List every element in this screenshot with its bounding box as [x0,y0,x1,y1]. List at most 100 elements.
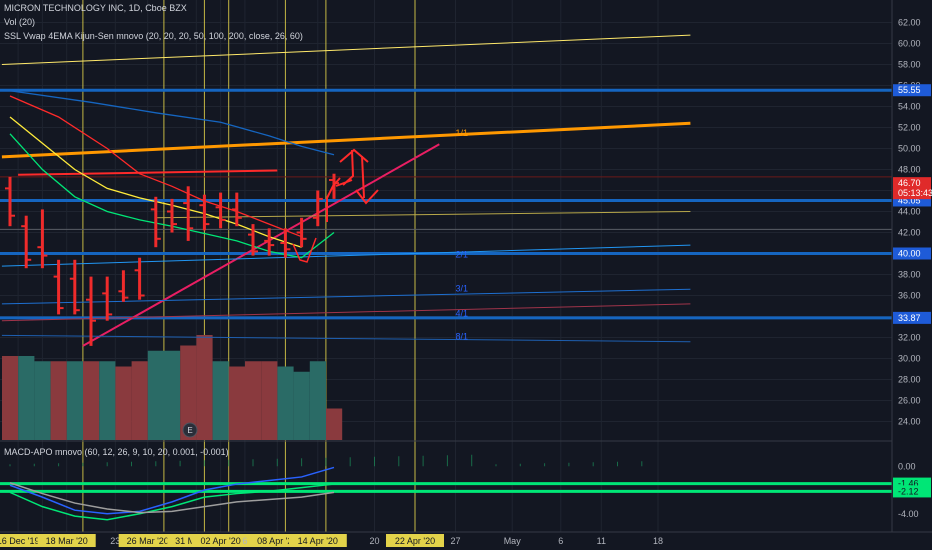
candle [264,228,275,256]
trend-line [1,244,691,267]
time-tick-label: 14 Apr '20 [298,536,338,546]
price-tick-label: 44.00 [898,207,921,217]
candle [312,190,323,227]
volume-bar [245,361,262,440]
volume-bar [196,335,213,440]
badge-text: -2.12 [898,486,919,496]
trend-lines [1,34,691,347]
time-tick-highlight [0,534,48,547]
macd-indicator-label[interactable]: MACD-APO mnovo (60, 12, 26, 9, 10, 20, 0… [4,447,229,457]
time-tick-highlight [191,534,250,547]
volume-bar [66,361,83,440]
macd-axis[interactable]: 0.00-2.00-4.00-1.46-2.12 [893,461,931,519]
time-tick-label: 11 [597,536,606,546]
macd-level-badge: -2.12 [893,485,931,498]
badge-bg [893,485,931,498]
volume-indicator-label[interactable]: Vol (20) [4,17,36,27]
price-tick-label: 50.00 [898,144,921,154]
time-tick-label: 02 Apr '20 [200,536,240,546]
volume-bar [309,361,326,440]
trend-line [18,169,278,176]
volume-bar [180,345,197,440]
volume-bar [212,361,229,440]
candle [5,176,15,227]
time-tick: 23 [110,536,120,546]
price-tick-label: 24.00 [898,417,921,427]
volume-bars [2,335,343,440]
volume-bar [115,366,132,440]
price-tick-label: 36.00 [898,291,921,301]
drawn-arrow-up [326,148,369,222]
time-tick-label: 18 [653,536,663,546]
badge-text: -1.46 [898,479,919,489]
time-tick-label: 18 Mar '20 [46,536,88,546]
time-tick-highlight [288,534,347,547]
price-tick-label: 54.00 [898,102,921,112]
badge-text: 55.55 [898,85,921,95]
volume-bar [34,361,51,440]
fan-labels: 1/1 2/1 3/1 4/1 8/1 [456,128,469,342]
macd-series-line [9,482,335,514]
macd-histogram [9,454,643,467]
time-tick: 27 [450,536,460,546]
volume-bar [83,361,100,440]
candle [150,196,161,248]
candle [53,259,64,315]
drawn-check [292,237,317,263]
fan-label: 8/1 [456,332,469,342]
volume-bar [164,350,181,440]
badge-bg [893,84,931,97]
events-marker[interactable]: E [182,422,198,438]
badge-bg [893,177,931,200]
price-tick-label: 26.00 [898,396,921,406]
candle [134,257,145,300]
price-tick-label: 32.00 [898,333,921,343]
price-tick-label: 58.00 [898,60,921,70]
time-tick: 18 Mar '20 [37,534,96,547]
fan-label: 1/1 [456,128,469,138]
ssl-indicator-label[interactable]: SSL Vwap 4EMA Kijun-Sen mnovo (20, 20, 2… [4,31,303,41]
time-tick-label: 27 [450,536,460,546]
time-tick: 6 [558,536,563,546]
time-tick-label: May [504,536,522,546]
macd-series-line [9,483,335,521]
time-tick: 02 Apr '20 [191,534,250,547]
time-tick: 22 Apr '20 [386,534,444,547]
candle [280,228,291,258]
candle [231,192,242,227]
volume-bar [293,371,310,440]
price-tick-label: 42.00 [898,228,921,238]
time-tick-label: 16 Dec '19 [0,536,39,546]
volume-bar [228,366,245,440]
trend-line [82,143,440,347]
price-level-badge: 33.87 [893,311,931,324]
time-tick: 20 [369,536,379,546]
time-tick-highlight [37,534,96,547]
volume-bar [326,408,343,440]
candle [21,215,32,269]
candle [183,186,194,241]
macd-tick-label: 0.00 [898,461,916,471]
badge-text: 33.87 [898,313,921,323]
badge-text: 45.05 [898,195,921,205]
time-tick-highlight [386,534,444,547]
volume-bar [131,361,148,440]
fan-label: 2/1 [456,250,469,260]
volume-bar [50,361,67,440]
candle [167,198,177,233]
volume-bar [147,350,164,440]
time-tick-label: 08 Apr '20 [257,536,297,546]
badge-bg [893,247,931,260]
volume-bar [261,361,278,440]
time-tick-label: 6 [242,536,247,546]
price-tick-label: 28.00 [898,375,921,385]
symbol-title[interactable]: MICRON TECHNOLOGY INC, 1D, Cboe BZX [4,3,187,13]
fan-label: 3/1 [456,283,469,293]
candle [199,194,210,231]
volume-bar [99,361,116,440]
volume-bar [2,356,19,440]
